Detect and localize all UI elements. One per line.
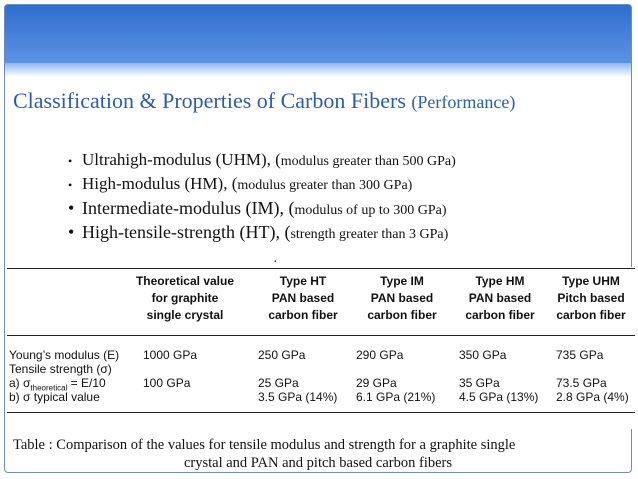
bullet-list: • Ultrahigh-modulus (UHM), ( modulus gre… <box>68 150 628 246</box>
slide-title: Classification & Properties of Carbon Fi… <box>13 88 633 114</box>
bullet-main: High-modulus (HM), ( <box>82 174 238 193</box>
table-cell: 250 GPa <box>258 348 306 362</box>
table-cell: 3.5 GPa (14%) <box>258 390 338 404</box>
table-cell: 25 GPa <box>258 376 299 390</box>
title-main: Classification & Properties of Carbon Fi… <box>13 88 406 113</box>
header-type-ht: Type HT PAN based carbon fiber <box>257 273 349 324</box>
header-type-hm: Type HM PAN based carbon fiber <box>454 273 546 324</box>
table-cell: 2.8 GPa (4%) <box>556 390 629 404</box>
bullet-main: Ultrahigh-modulus (UHM), ( <box>82 150 281 169</box>
header-type-im: Type IM PAN based carbon fiber <box>356 273 448 324</box>
row-label-theoretical: a) σtheoretical = E/10 <box>9 376 106 395</box>
header-line: single crystal <box>146 308 224 322</box>
table-cell: 73.5 GPa <box>556 376 607 390</box>
header-line: Type UHM <box>562 274 620 288</box>
table-cell: 1000 GPa <box>143 348 198 362</box>
table-cell: 29 GPa <box>356 376 397 390</box>
bullet-main: High-tensile-strength (HT), ( <box>82 222 291 242</box>
table-cell: 4.5 GPa (13%) <box>459 390 539 404</box>
caption-line: crystal and PAN and pitch based carbon f… <box>183 455 453 471</box>
label-part: a) σ <box>9 376 31 390</box>
bullet-paren: modulus greater than 300 GPa) <box>237 178 413 193</box>
bullet-marker: • <box>68 178 73 192</box>
header-line: for graphite <box>151 291 219 305</box>
bullet-paren: modulus greater than 500 GPa) <box>280 154 456 169</box>
header-line: Pitch based <box>557 291 625 305</box>
bullet-marker: • <box>68 222 75 242</box>
bullet-main: Intermediate-modulus (IM), ( <box>82 198 295 218</box>
header-type-uhm: Type UHM Pitch based carbon fiber <box>547 273 635 324</box>
bullet-marker: • <box>68 198 75 218</box>
header-line: carbon fiber <box>556 308 626 322</box>
label-subscript: theoretical <box>30 383 68 393</box>
header-line: Type IM <box>380 274 424 288</box>
table-cell: 735 GPa <box>556 348 604 362</box>
header-line: PAN based <box>271 291 335 305</box>
header-theoretical: Theoretical value for graphite single cr… <box>135 273 235 324</box>
header-line: PAN based <box>468 291 532 305</box>
table-cell: 35 GPa <box>459 376 500 390</box>
label-part: = E/10 <box>67 376 106 390</box>
stray-dot: · <box>273 255 278 270</box>
header-line: Type HM <box>475 274 525 288</box>
caption-line: Table : Comparison of the values for ten… <box>13 437 516 453</box>
bullet-item: • Intermediate-modulus (IM), ( modulus o… <box>68 198 628 222</box>
table-caption: Table : Comparison of the values for ten… <box>13 436 623 472</box>
header-line: PAN based <box>370 291 434 305</box>
bullet-item: • High-tensile-strength (HT), ( strength… <box>68 222 628 246</box>
header-band <box>5 5 631 77</box>
table-cell: 100 GPa <box>143 376 191 390</box>
bullet-marker: • <box>68 154 73 168</box>
header-line: carbon fiber <box>268 308 338 322</box>
bullet-paren: modulus of up to 300 GPa) <box>294 203 447 218</box>
header-line: carbon fiber <box>367 308 437 322</box>
header-line: Theoretical value <box>135 274 235 288</box>
row-label-typical: b) σ typical value <box>9 390 100 404</box>
header-line: Type HT <box>279 274 327 288</box>
header-line: carbon fiber <box>465 308 535 322</box>
bullet-paren: strength greater than 3 GPa) <box>290 227 449 242</box>
row-label-tensile: Tensile strength (σ) <box>9 362 112 376</box>
bullet-item: • High-modulus (HM), ( modulus greater t… <box>68 174 628 198</box>
comparison-table: Theoretical value for graphite single cr… <box>7 267 635 429</box>
row-label-youngs: Young’s modulus (E) <box>9 348 120 362</box>
table-cell: 6.1 GPa (21%) <box>356 390 436 404</box>
bullet-item: • Ultrahigh-modulus (UHM), ( modulus gre… <box>68 150 628 174</box>
slide-frame <box>4 4 632 473</box>
title-suffix: (Performance) <box>411 92 516 112</box>
table-cell: 290 GPa <box>356 348 404 362</box>
table-cell: 350 GPa <box>459 348 507 362</box>
table-rule-top <box>7 268 635 269</box>
table-rule-header <box>7 335 635 336</box>
table-rule-bottom <box>7 412 635 413</box>
